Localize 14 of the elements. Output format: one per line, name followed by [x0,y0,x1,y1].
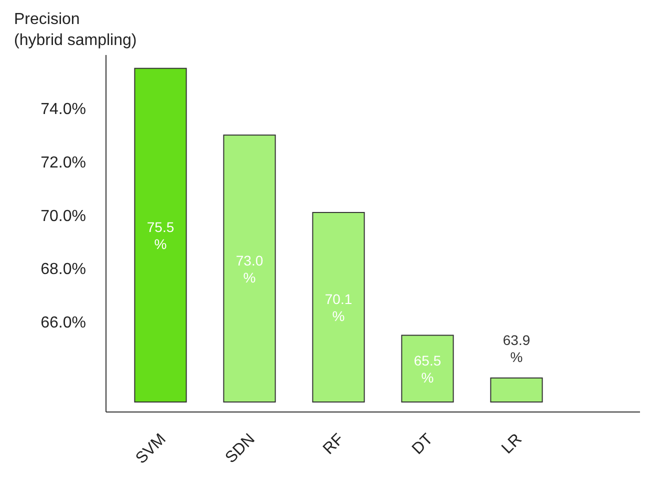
y-axis-title: Precision (hybrid sampling) [14,11,137,49]
y-tick-label: 74.0% [40,100,86,118]
data-label: 65.5 % [414,352,442,386]
y-tick-label: 72.0% [40,154,86,172]
data-label: 63.9 % [502,332,530,365]
x-tick-label: LR [498,430,526,458]
y-tick-label: 70.0% [40,208,86,225]
x-tick-label: DT [409,430,436,458]
data-label: 70.1 % [324,291,352,324]
y-tick-label: 66.0% [40,314,86,332]
y-tick-label: 68.0% [40,261,86,278]
x-tick-label: RF [320,430,348,458]
data-label: 73.0 % [236,252,264,286]
data-label: 75.5 % [146,219,174,252]
